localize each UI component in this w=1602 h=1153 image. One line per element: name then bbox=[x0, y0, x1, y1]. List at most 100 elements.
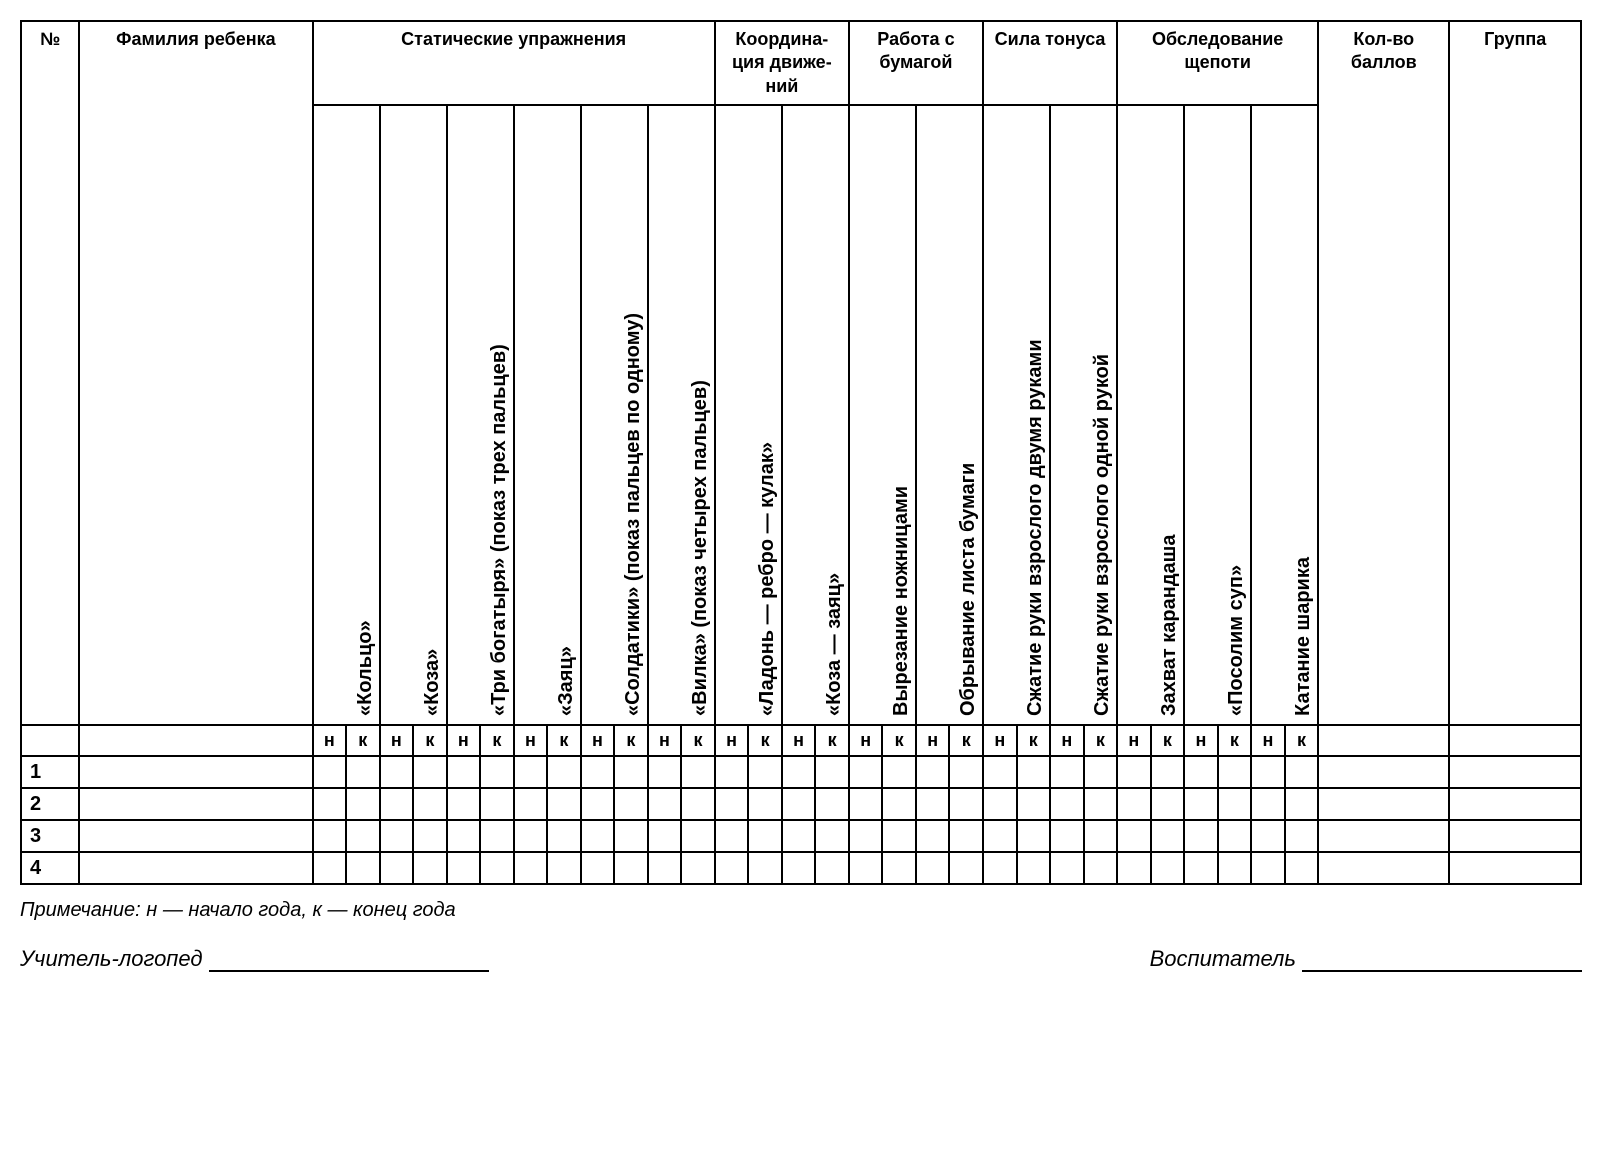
data-cell bbox=[849, 852, 883, 884]
data-cell bbox=[346, 756, 380, 788]
nk-n: н bbox=[581, 725, 615, 756]
data-cell bbox=[581, 820, 615, 852]
data-cell bbox=[346, 788, 380, 820]
signature-educator: Воспитатель bbox=[1150, 946, 1582, 972]
data-cell bbox=[447, 852, 481, 884]
data-cell bbox=[1251, 820, 1285, 852]
data-cell bbox=[346, 852, 380, 884]
data-cell bbox=[648, 756, 682, 788]
assessment-table: № Фамилия ребенка Статические упражнения… bbox=[20, 20, 1582, 885]
table-row: 4 bbox=[21, 852, 1581, 884]
nk-k: к bbox=[949, 725, 983, 756]
data-cell bbox=[380, 820, 414, 852]
data-cell bbox=[514, 756, 548, 788]
data-cell bbox=[1117, 852, 1151, 884]
data-cell bbox=[849, 788, 883, 820]
nk-k: к bbox=[547, 725, 581, 756]
data-cell bbox=[815, 852, 849, 884]
nk-n: н bbox=[313, 725, 347, 756]
signatures-row: Учитель-логопед Воспитатель bbox=[20, 946, 1582, 972]
header-num: № bbox=[21, 21, 79, 725]
data-cell bbox=[1184, 756, 1218, 788]
data-cell bbox=[949, 852, 983, 884]
data-cell bbox=[480, 852, 514, 884]
data-cell bbox=[480, 820, 514, 852]
data-cell bbox=[413, 756, 447, 788]
nk-n: н bbox=[983, 725, 1017, 756]
nk-k: к bbox=[1218, 725, 1252, 756]
data-cell bbox=[1184, 852, 1218, 884]
data-cell bbox=[1184, 788, 1218, 820]
teacher-label: Учитель-логопед bbox=[20, 946, 203, 972]
data-cell bbox=[916, 820, 950, 852]
data-cell bbox=[849, 820, 883, 852]
data-cell bbox=[916, 852, 950, 884]
data-cell bbox=[681, 820, 715, 852]
exercise-11: Сжатие руки взрослого двумя руками bbox=[983, 105, 1050, 725]
data-cell bbox=[1050, 788, 1084, 820]
exercise-3: «Три богатыря» (показ трех пальцев) bbox=[447, 105, 514, 725]
signature-line bbox=[1302, 950, 1582, 972]
data-cell bbox=[1084, 788, 1118, 820]
exercise-13: Захват карандаша bbox=[1117, 105, 1184, 725]
data-cell bbox=[1218, 788, 1252, 820]
data-cell bbox=[547, 820, 581, 852]
data-cell bbox=[1184, 820, 1218, 852]
data-cell bbox=[715, 820, 749, 852]
data-cell bbox=[313, 852, 347, 884]
nk-header-blank2 bbox=[79, 725, 312, 756]
nk-k: к bbox=[346, 725, 380, 756]
table-row: 1 bbox=[21, 756, 1581, 788]
exercise-8: «Коза — заяц» bbox=[782, 105, 849, 725]
signature-line bbox=[209, 950, 489, 972]
data-cell bbox=[1318, 756, 1449, 788]
nk-k: к bbox=[413, 725, 447, 756]
data-cell bbox=[313, 820, 347, 852]
data-cell bbox=[1251, 852, 1285, 884]
exercise-15: Катание шарика bbox=[1251, 105, 1318, 725]
data-cell bbox=[782, 852, 816, 884]
data-cell bbox=[949, 756, 983, 788]
data-cell bbox=[782, 788, 816, 820]
data-cell bbox=[79, 852, 312, 884]
nk-k: к bbox=[681, 725, 715, 756]
nk-k: к bbox=[1084, 725, 1118, 756]
row-num: 3 bbox=[21, 820, 79, 852]
exercise-10: Обрывание листа бумаги bbox=[916, 105, 983, 725]
exercise-6: «Вилка» (показ четырех пальцев) bbox=[648, 105, 715, 725]
exercise-1: «Кольцо» bbox=[313, 105, 380, 725]
data-cell bbox=[916, 788, 950, 820]
data-cell bbox=[447, 788, 481, 820]
data-cell bbox=[983, 756, 1017, 788]
data-cell bbox=[79, 756, 312, 788]
data-cell bbox=[1084, 756, 1118, 788]
data-cell bbox=[1151, 756, 1185, 788]
data-cell bbox=[413, 852, 447, 884]
data-cell bbox=[413, 788, 447, 820]
note-text: Примечание: н — начало года, к — конец г… bbox=[20, 899, 1582, 922]
data-cell bbox=[1017, 852, 1051, 884]
data-cell bbox=[1017, 756, 1051, 788]
data-cell bbox=[1251, 788, 1285, 820]
data-cell bbox=[782, 820, 816, 852]
nk-k: к bbox=[815, 725, 849, 756]
header-coordination: Координа-ция движе-ний bbox=[715, 21, 849, 105]
data-cell bbox=[547, 852, 581, 884]
header-paper: Работа с бумагой bbox=[849, 21, 983, 105]
nk-n: н bbox=[1050, 725, 1084, 756]
data-cell bbox=[648, 788, 682, 820]
data-cell bbox=[480, 788, 514, 820]
exercise-9: Вырезание ножницами bbox=[849, 105, 916, 725]
data-cell bbox=[815, 788, 849, 820]
data-cell bbox=[79, 788, 312, 820]
header-pinch: Обследование щепоти bbox=[1117, 21, 1318, 105]
row-num: 1 bbox=[21, 756, 79, 788]
data-cell bbox=[1449, 756, 1581, 788]
nk-n: н bbox=[916, 725, 950, 756]
data-cell bbox=[1318, 820, 1449, 852]
data-cell bbox=[581, 788, 615, 820]
data-cell bbox=[715, 852, 749, 884]
data-cell bbox=[882, 820, 916, 852]
data-cell bbox=[748, 852, 782, 884]
data-cell bbox=[313, 788, 347, 820]
